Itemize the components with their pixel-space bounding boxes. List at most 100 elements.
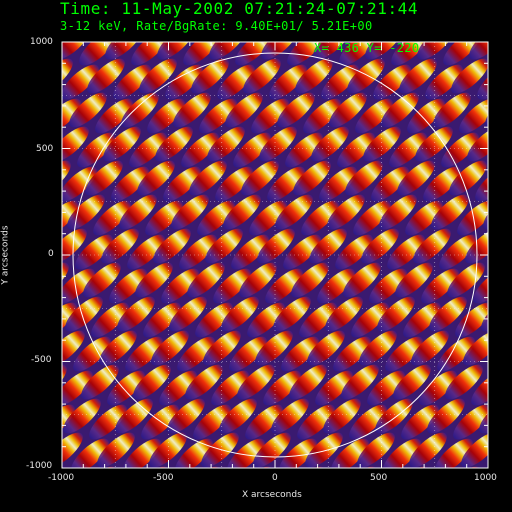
fringe-blob xyxy=(62,126,89,162)
fringe-blob xyxy=(494,257,512,302)
fringe-blob xyxy=(6,393,54,438)
fringe-blob xyxy=(287,42,325,66)
fringe-blob xyxy=(229,336,267,372)
fringe-blob xyxy=(363,126,401,162)
fringe-blob xyxy=(103,126,141,162)
y-tick-label: -500 xyxy=(31,355,52,365)
fringe-blob xyxy=(263,370,301,406)
fringe-blob xyxy=(239,262,277,298)
fringe-blob xyxy=(437,336,475,372)
fringe-blob xyxy=(105,42,143,60)
fringe-blob xyxy=(62,432,83,468)
fringe-blob xyxy=(417,42,455,60)
fringe-blob xyxy=(335,234,373,270)
fringe-blob xyxy=(75,234,113,270)
fringe-blob xyxy=(477,64,488,100)
fringe-blob xyxy=(149,432,187,468)
fringe-blob xyxy=(193,404,231,440)
fringe-blob xyxy=(291,262,329,298)
fringe-blob xyxy=(451,58,488,94)
fringe-blob xyxy=(321,64,359,100)
fringe-blob xyxy=(151,330,189,366)
fringe-blob xyxy=(113,64,151,100)
fringe-blob xyxy=(271,398,309,434)
fringe-blob xyxy=(14,433,62,478)
fringe-blob xyxy=(125,336,163,372)
fringe-blob xyxy=(465,228,488,264)
y-tick-label: 1000 xyxy=(30,37,53,47)
fringe-blob xyxy=(315,370,353,406)
fringe-blob xyxy=(225,92,263,128)
fringe-blob xyxy=(100,467,148,512)
fringe-blob xyxy=(62,228,87,264)
fringe-blob xyxy=(215,166,253,202)
fringe-blob xyxy=(381,92,419,128)
fringe-blob xyxy=(281,336,319,372)
fringe-blob xyxy=(467,126,488,162)
fringe-blob xyxy=(305,432,343,468)
fringe-blob xyxy=(359,330,397,366)
fringe-blob xyxy=(143,302,181,338)
fringe-blob xyxy=(295,58,333,94)
fringe-blob xyxy=(14,0,62,31)
fringe-blob xyxy=(253,432,291,468)
fringe-blob xyxy=(339,42,377,66)
fringe-blob xyxy=(16,331,64,376)
fringe-blob xyxy=(177,336,215,372)
fringe-blob xyxy=(62,330,85,366)
axis-ticks xyxy=(61,41,489,469)
fringe-blob xyxy=(233,132,271,168)
fringe-blob xyxy=(449,160,487,196)
fringe-blob xyxy=(69,92,107,128)
fringe-blob xyxy=(385,336,423,372)
fringe-blob xyxy=(412,467,460,512)
fringe-blob xyxy=(217,64,255,100)
fringe-blob xyxy=(397,160,435,196)
fringe-blob xyxy=(245,404,283,440)
fringe-blob xyxy=(131,42,169,66)
fringe-blob xyxy=(311,126,349,162)
fringe-blob xyxy=(383,438,421,468)
fringe-blob xyxy=(482,0,512,31)
fringe-blob xyxy=(431,194,469,230)
fringe-blob xyxy=(459,98,488,134)
fringe-blob xyxy=(401,404,439,440)
fringe-blob xyxy=(171,194,209,230)
fringe-blob xyxy=(83,262,121,298)
fringe-blob xyxy=(405,200,443,236)
fringe-blob xyxy=(249,200,287,236)
fringe-blob xyxy=(73,336,111,372)
fringe-blob xyxy=(403,302,441,338)
fringe-blob xyxy=(107,370,145,406)
fringe-blob xyxy=(267,166,305,202)
fringe-blob xyxy=(63,398,101,434)
fringe-blob xyxy=(237,364,275,400)
fringe-blob xyxy=(313,42,351,60)
fringe-blob xyxy=(247,302,285,338)
fringe-blob xyxy=(303,98,341,134)
fringe-blob xyxy=(123,438,161,468)
fringe-blob xyxy=(197,200,235,236)
fringe-blob xyxy=(430,0,478,31)
fringe-blob xyxy=(109,268,147,304)
fringe-blob xyxy=(463,330,488,366)
fringe-blob xyxy=(213,268,251,304)
fringe-blob xyxy=(127,234,165,270)
fringe-blob xyxy=(175,438,213,468)
fringe-blob xyxy=(502,297,512,342)
fringe-blob xyxy=(285,132,323,168)
fringe-blob xyxy=(395,262,433,298)
fringe-blob xyxy=(277,92,315,128)
x-tick-label: 0 xyxy=(272,473,278,483)
x-tick-label: 1000 xyxy=(474,473,497,483)
fringe-blob xyxy=(399,58,437,94)
fringe-blob xyxy=(389,132,427,168)
fringe-blob xyxy=(441,132,479,168)
fringe-blob xyxy=(415,126,453,162)
fringe-blob xyxy=(173,92,211,128)
fringe-blob xyxy=(319,166,357,202)
fringe-blob xyxy=(99,330,137,366)
fringe-blob xyxy=(275,194,313,230)
fringe-blob xyxy=(283,234,321,270)
